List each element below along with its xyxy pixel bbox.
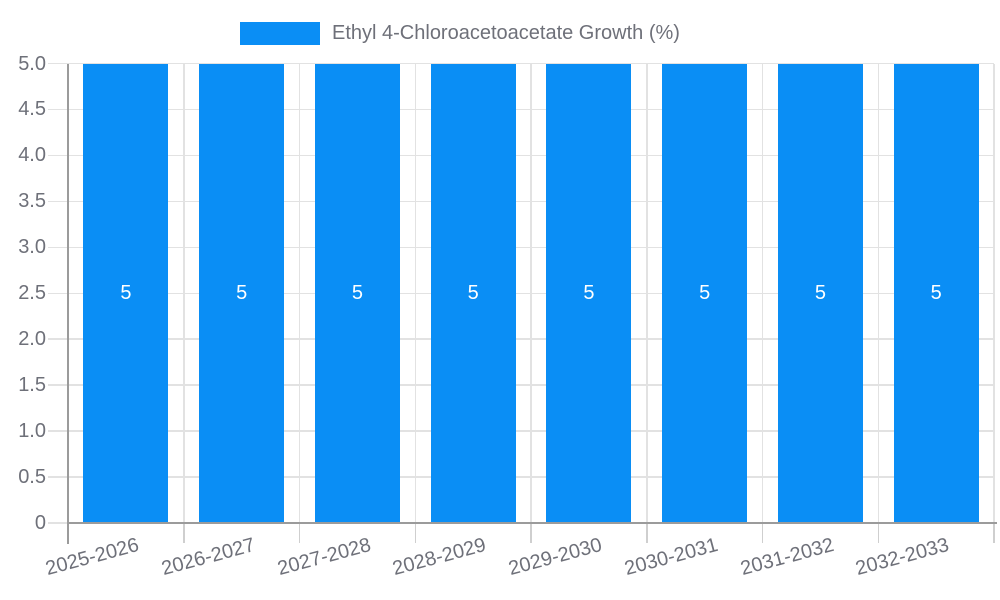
- bar[interactable]: 5: [83, 63, 169, 523]
- x-gridline: [877, 63, 879, 523]
- y-tick: [48, 476, 68, 478]
- bar-value-label: 5: [120, 282, 132, 305]
- x-tick: [183, 523, 185, 543]
- x-tick: [414, 523, 416, 543]
- y-axis-label: 0.5: [18, 466, 46, 489]
- y-tick: [48, 384, 68, 386]
- bar-value-label: 5: [236, 282, 248, 305]
- x-axis-label: 2025-2026: [43, 534, 142, 581]
- y-tick: [48, 246, 68, 249]
- x-tick: [530, 523, 532, 543]
- bar[interactable]: 5: [893, 63, 979, 523]
- y-axis-line: [67, 63, 69, 544]
- bar[interactable]: 5: [430, 63, 516, 523]
- y-axis-label: 1.0: [18, 420, 46, 443]
- bar[interactable]: 5: [314, 63, 400, 523]
- x-tick: [298, 523, 301, 543]
- y-tick: [48, 430, 68, 432]
- y-axis-label: 2.5: [18, 282, 46, 305]
- x-axis-label: 2032-2033: [853, 534, 952, 581]
- bar[interactable]: 5: [546, 63, 632, 523]
- y-axis-label: 4.5: [18, 98, 46, 121]
- bar-value-label: 5: [699, 282, 711, 305]
- x-axis-label: 2026-2027: [159, 534, 258, 581]
- bar-value-label: 5: [814, 282, 826, 305]
- y-axis-label: 3.0: [18, 236, 46, 259]
- x-axis-line: [67, 522, 997, 524]
- y-tick: [48, 154, 68, 157]
- x-axis-label: 2030-2031: [622, 534, 721, 581]
- x-gridline: [298, 63, 301, 523]
- y-axis-label: 5.0: [18, 52, 46, 75]
- x-axis-label: 2029-2030: [506, 534, 605, 581]
- x-tick: [761, 523, 764, 543]
- x-tick: [646, 523, 648, 543]
- bar[interactable]: 5: [777, 63, 863, 523]
- bar[interactable]: 5: [662, 63, 748, 523]
- y-tick: [48, 62, 68, 65]
- y-tick: [48, 338, 68, 340]
- legend-swatch: [240, 22, 320, 45]
- y-axis-label: 4.0: [18, 144, 46, 167]
- x-gridline: [646, 63, 648, 523]
- bar-value-label: 5: [583, 282, 595, 305]
- x-axis-label: 2031-2032: [737, 534, 837, 581]
- x-gridline: [530, 63, 532, 523]
- x-tick: [877, 523, 879, 543]
- legend-label: Ethyl 4-Chloroacetoacetate Growth (%): [332, 22, 680, 44]
- y-axis-label: 0: [34, 512, 46, 534]
- y-tick: [48, 200, 68, 203]
- bar-value-label: 5: [930, 282, 942, 305]
- bar-value-label: 5: [467, 282, 479, 305]
- y-tick: [48, 292, 68, 294]
- x-gridline: [183, 63, 185, 523]
- x-axis-label: 2028-2029: [390, 534, 489, 581]
- y-axis-label: 2.0: [18, 328, 46, 351]
- bar[interactable]: 5: [199, 63, 285, 523]
- x-gridline: [993, 63, 995, 523]
- x-gridline: [414, 63, 416, 523]
- x-tick: [993, 523, 995, 543]
- bar-value-label: 5: [351, 282, 363, 305]
- y-axis-label: 3.5: [18, 190, 46, 213]
- x-axis-label: 2027-2028: [274, 534, 374, 581]
- y-tick: [48, 108, 68, 111]
- x-gridline: [761, 63, 764, 523]
- y-axis-label: 1.5: [18, 374, 46, 397]
- y-tick: [48, 522, 68, 524]
- legend-item[interactable]: Ethyl 4-Chloroacetoacetate Growth (%): [240, 21, 680, 46]
